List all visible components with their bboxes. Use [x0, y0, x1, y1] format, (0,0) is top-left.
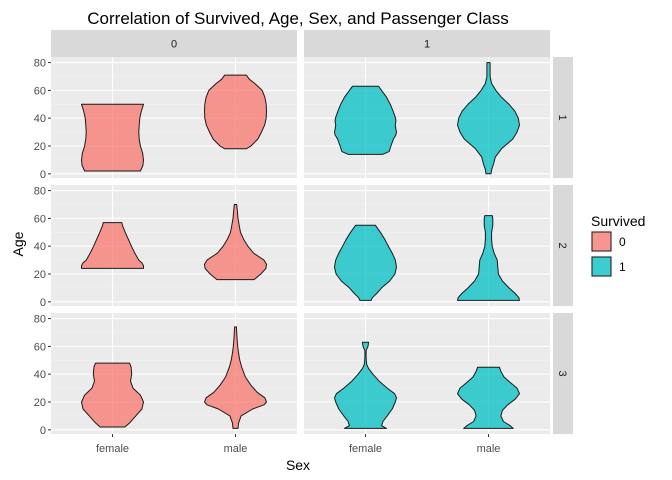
y-tick-label: 40	[34, 369, 46, 381]
violin-male-class3-survived1	[457, 366, 520, 429]
y-tick-label: 20	[34, 397, 46, 409]
row-strip	[553, 57, 573, 178]
x-tick-label: female	[349, 443, 382, 455]
legend-title: Survived	[591, 213, 645, 229]
plot-area: 0 1 1 2 3 0 20 40 60 80 0 20 40 60 80 0 20 40 60 80 female ma…	[34, 30, 573, 455]
y-tick-label: 60	[34, 341, 46, 353]
y-tick-label: 80	[34, 58, 46, 70]
column-strip	[51, 30, 297, 57]
violin-male-class2-survived1	[457, 215, 520, 301]
y-axis-label: Age	[10, 231, 26, 256]
y-tick-label: 60	[34, 85, 46, 97]
x-axis-label: Sex	[286, 457, 310, 473]
y-tick-label: 80	[34, 186, 46, 198]
violin-female-class1-survived0	[81, 103, 144, 172]
x-tick-label: female	[96, 443, 129, 455]
row-strip-label: 3	[556, 370, 568, 376]
x-tick-label: male	[477, 443, 501, 455]
y-tick-label: 0	[40, 297, 46, 309]
violin-male-class1-survived1	[457, 62, 520, 175]
column-strip-label: 1	[424, 39, 430, 51]
y-tick-label: 0	[40, 425, 46, 437]
violin-female-class2-survived1	[334, 224, 397, 301]
y-tick-label: 60	[34, 213, 46, 225]
y-tick-label: 0	[40, 169, 46, 181]
legend-key-label: 0	[619, 235, 626, 249]
column-strip	[304, 30, 550, 57]
legend-key-swatch	[591, 256, 612, 277]
legend-key-label: 1	[619, 260, 626, 274]
violin-female-class3-survived0	[81, 362, 144, 428]
column-strip-label: 0	[171, 39, 177, 51]
x-tick-label: male	[224, 443, 248, 455]
violin-female-class1-survived1	[334, 85, 397, 155]
y-tick-label: 20	[34, 141, 46, 153]
violin-female-class3-survived1	[334, 341, 397, 429]
violin-male-class2-survived0	[204, 204, 267, 281]
legend: Survived 0 1	[589, 213, 645, 279]
legend-key-swatch	[591, 231, 612, 252]
violin-male-class1-survived0	[204, 74, 267, 150]
y-tick-label: 40	[34, 241, 46, 253]
violin-female-class2-survived0	[81, 222, 144, 269]
row-strip-label: 1	[556, 114, 568, 120]
violin-male-class3-survived0	[204, 326, 267, 429]
row-strip-label: 2	[556, 242, 568, 248]
y-tick-label: 40	[34, 113, 46, 125]
y-tick-label: 20	[34, 269, 46, 281]
panel-background	[51, 185, 297, 306]
row-strip	[553, 313, 573, 434]
chart-title: Correlation of Survived, Age, Sex, and P…	[87, 9, 508, 28]
y-tick-label: 80	[34, 314, 46, 326]
row-strip	[553, 185, 573, 306]
